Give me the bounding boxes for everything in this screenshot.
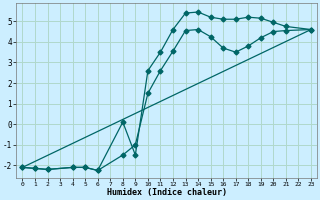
X-axis label: Humidex (Indice chaleur): Humidex (Indice chaleur) (107, 188, 227, 197)
